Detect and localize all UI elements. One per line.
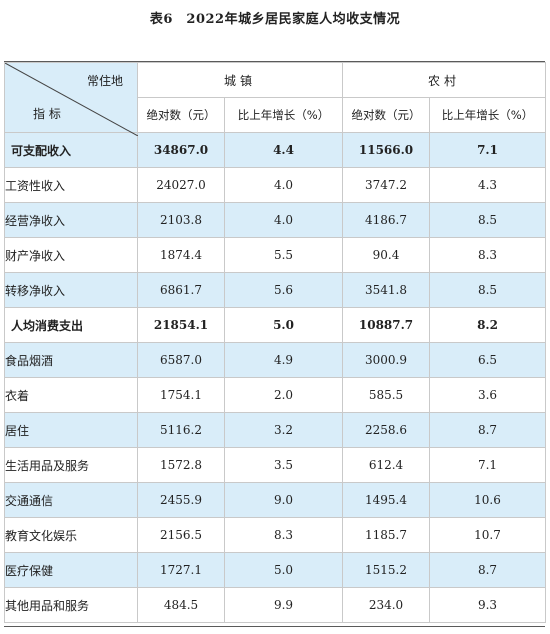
table-row: 转移净收入 6861.7 5.6 3541.8 8.5 (4, 272, 547, 308)
rural-growth-value: 6.5 (429, 342, 547, 378)
urban-abs-value: 34867.0 (137, 132, 225, 168)
row-label: 衣着 (4, 377, 138, 413)
rural-growth-value: 7.1 (429, 447, 547, 483)
urban-growth-value: 5.0 (223, 552, 344, 588)
rural-abs-value: 3000.9 (342, 342, 431, 378)
urban-abs-value: 6861.7 (137, 272, 225, 308)
rural-abs-value: 10887.7 (342, 307, 431, 343)
table-title: 表6 2022年城乡居民家庭人均收支情况 (149, 12, 401, 27)
table-row: 衣着 1754.1 2.0 585.5 3.6 (4, 377, 547, 413)
urban-abs-value: 2103.8 (137, 202, 225, 238)
urban-growth-value: 9.0 (223, 482, 344, 518)
table-row: 财产净收入 1874.4 5.5 90.4 8.3 (4, 237, 547, 273)
urban-growth-value: 2.0 (223, 377, 344, 413)
rural-growth-value: 8.7 (429, 552, 547, 588)
rural-growth-value: 9.3 (429, 587, 547, 623)
urban-abs-header: 绝对数（元） (137, 97, 225, 133)
table-bottom-rule (4, 626, 545, 627)
table-row: 食品烟酒 6587.0 4.9 3000.9 6.5 (4, 342, 547, 378)
diagonal-divider (5, 63, 138, 136)
urban-abs-value: 484.5 (137, 587, 225, 623)
table-row: 生活用品及服务 1572.8 3.5 612.4 7.1 (4, 447, 547, 483)
table-row: 工资性收入 24027.0 4.0 3747.2 4.3 (4, 167, 547, 203)
row-label: 可支配收入 (4, 132, 138, 168)
table-row: 居住 5116.2 3.2 2258.6 8.7 (4, 412, 547, 448)
rural-abs-header: 绝对数（元） (342, 97, 431, 133)
rural-growth-value: 10.7 (429, 517, 547, 553)
urban-abs-value: 5116.2 (137, 412, 225, 448)
urban-growth-value: 3.2 (223, 412, 344, 448)
urban-growth-value: 4.0 (223, 202, 344, 238)
row-label: 食品烟酒 (4, 342, 138, 378)
rural-growth-value: 4.3 (429, 167, 547, 203)
row-label: 生活用品及服务 (4, 447, 138, 483)
rural-growth-value: 7.1 (429, 132, 547, 168)
rural-abs-value: 3747.2 (342, 167, 431, 203)
row-label: 财产净收入 (4, 237, 138, 273)
urban-abs-value: 2455.9 (137, 482, 225, 518)
rural-abs-value: 90.4 (342, 237, 431, 273)
row-label: 工资性收入 (4, 167, 138, 203)
row-label: 经营净收入 (4, 202, 138, 238)
urban-growth-value: 4.9 (223, 342, 344, 378)
rural-growth-value: 8.7 (429, 412, 547, 448)
rural-abs-value: 11566.0 (342, 132, 431, 168)
rural-growth-value: 8.5 (429, 272, 547, 308)
table-row: 教育文化娱乐 2156.5 8.3 1185.7 10.7 (4, 517, 547, 553)
urban-growth-value: 4.0 (223, 167, 344, 203)
urban-abs-value: 24027.0 (137, 167, 225, 203)
rural-abs-value: 234.0 (342, 587, 431, 623)
row-label: 人均消费支出 (4, 307, 138, 343)
urban-abs-value: 21854.1 (137, 307, 225, 343)
row-label: 教育文化娱乐 (4, 517, 138, 553)
rural-abs-value: 1185.7 (342, 517, 431, 553)
urban-abs-value: 1572.8 (137, 447, 225, 483)
table-row: 其他用品和服务 484.5 9.9 234.0 9.3 (4, 587, 547, 623)
urban-growth-header: 比上年增长（%） (223, 97, 344, 133)
urban-growth-value: 5.5 (223, 237, 344, 273)
rural-abs-value: 2258.6 (342, 412, 431, 448)
urban-abs-value: 1754.1 (137, 377, 225, 413)
row-label: 转移净收入 (4, 272, 138, 308)
urban-growth-value: 3.5 (223, 447, 344, 483)
urban-growth-value: 5.0 (223, 307, 344, 343)
corner-header-cell: 常住地 指 标 (4, 62, 138, 136)
rural-abs-value: 585.5 (342, 377, 431, 413)
urban-growth-value: 8.3 (223, 517, 344, 553)
column-dimension-label: 常住地 (86, 74, 123, 88)
urban-growth-value: 9.9 (223, 587, 344, 623)
rural-abs-value: 4186.7 (342, 202, 431, 238)
table-row: 医疗保健 1727.1 5.0 1515.2 8.7 (4, 552, 547, 588)
table-row: 经营净收入 2103.8 4.0 4186.7 8.5 (4, 202, 547, 238)
rural-abs-value: 1515.2 (342, 552, 431, 588)
income-expenditure-table: 常住地 指 标 城镇 农村 绝对数（元） 比上年增长（%） 绝对数（元） 比上年… (4, 62, 547, 623)
urban-abs-value: 1874.4 (137, 237, 225, 273)
urban-growth-value: 5.6 (223, 272, 344, 308)
rural-abs-value: 612.4 (342, 447, 431, 483)
urban-group-header: 城镇 (136, 62, 344, 98)
row-label: 居住 (4, 412, 138, 448)
table-body: 可支配收入 34867.0 4.4 11566.0 7.1 工资性收入 24027.0 4.0… (4, 132, 547, 623)
rural-growth-value: 8.3 (429, 237, 547, 273)
row-label: 交通通信 (4, 482, 138, 518)
row-dimension-label: 指 标 (33, 107, 61, 121)
rural-abs-value: 3541.8 (342, 272, 431, 308)
rural-growth-value: 8.2 (429, 307, 547, 343)
rural-growth-header: 比上年增长（%） (429, 97, 547, 133)
urban-abs-value: 6587.0 (137, 342, 225, 378)
urban-abs-value: 2156.5 (137, 517, 225, 553)
row-label: 医疗保健 (4, 552, 138, 588)
table-row: 可支配收入 34867.0 4.4 11566.0 7.1 (4, 132, 547, 168)
row-label: 其他用品和服务 (4, 587, 138, 623)
urban-abs-value: 1727.1 (137, 552, 225, 588)
rural-growth-value: 8.5 (429, 202, 547, 238)
rural-abs-value: 1495.4 (342, 482, 431, 518)
rural-growth-value: 10.6 (429, 482, 547, 518)
rural-group-header: 农村 (342, 62, 547, 98)
table-row: 人均消费支出 21854.1 5.0 10887.7 8.2 (4, 307, 547, 343)
rural-growth-value: 3.6 (429, 377, 547, 413)
urban-growth-value: 4.4 (223, 132, 344, 168)
table-row: 交通通信 2455.9 9.0 1495.4 10.6 (4, 482, 547, 518)
